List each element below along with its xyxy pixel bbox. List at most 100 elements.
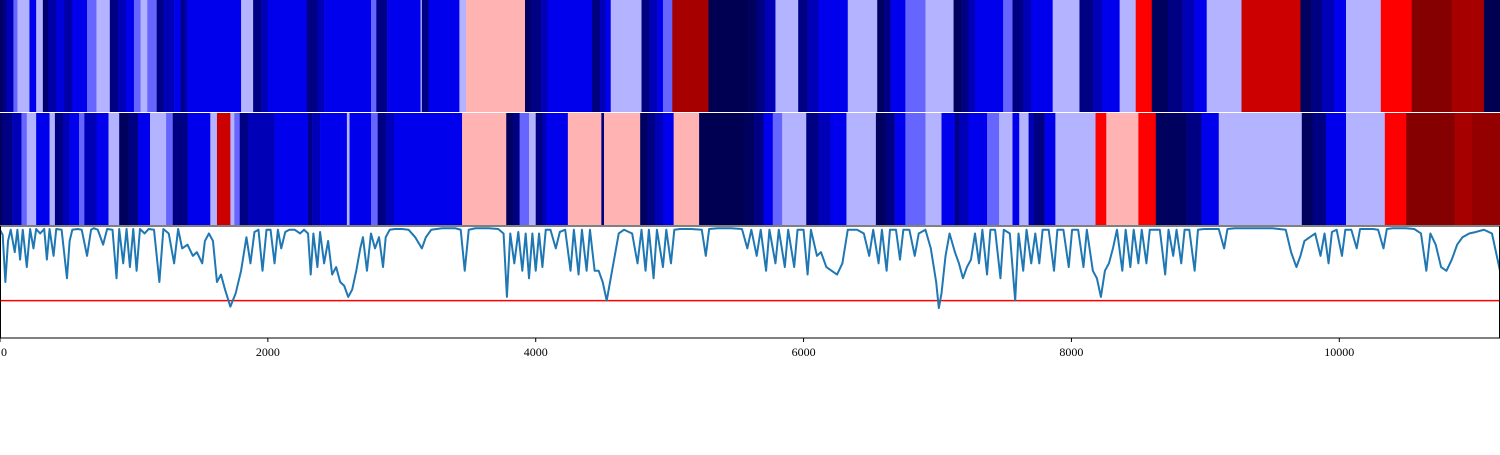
line-plot-background: [0, 226, 1500, 338]
heatmap-top-cell-82: [1151, 0, 1169, 112]
heatmap-bottom-cell-88: [1312, 113, 1327, 225]
heatmap-top-cell-90: [1321, 0, 1335, 112]
heatmap-top-cell-93: [1380, 0, 1412, 112]
heatmap-top-cell-36: [420, 0, 423, 112]
heatmap-bottom-cell-10: [79, 113, 85, 225]
heatmap-top-cell-2: [6, 0, 14, 112]
heatmap-top-cell-68: [953, 0, 962, 112]
heatmap-top-cell-21: [163, 0, 175, 112]
heatmap-bottom-cell-53: [699, 113, 744, 225]
heatmap-top-cell-6: [36, 0, 44, 112]
heatmap-top-cell-33: [370, 0, 377, 112]
heatmap-bottom-cell-5: [36, 113, 50, 225]
heatmap-top-cell-19: [147, 0, 157, 112]
heatmap-bottom-cell-72: [987, 113, 1000, 225]
heatmap-top-cell-0: [0, 0, 3, 112]
heatmap-top-cell-80: [1119, 0, 1137, 112]
heatmap-bottom-cell-15: [128, 113, 139, 225]
heatmap-top-cell-7: [42, 0, 49, 112]
heatmap-top-cell-63: [877, 0, 885, 112]
heatmap-bottom-cell-83: [1155, 113, 1187, 225]
heatmap-bottom-cell-45: [567, 113, 602, 225]
heatmap-top-cell-4: [17, 0, 30, 112]
heatmap-bottom-cell-68: [941, 113, 956, 225]
heatmap-bottom-cell-42: [535, 113, 543, 225]
x-tick-label-1: 2000: [256, 345, 280, 359]
heatmap-top-cell-43: [541, 0, 549, 112]
heatmap-bottom-cell-13: [108, 113, 120, 225]
heatmap-bottom-cell-11: [84, 113, 97, 225]
heatmap-bottom-cell-37: [462, 113, 507, 225]
heatmap-top-cell-26: [241, 0, 254, 112]
heatmap-bottom-cell-24: [234, 113, 241, 225]
heatmap-top-cell-39: [459, 0, 467, 112]
heatmap-bottom-cell-46: [601, 113, 605, 225]
heatmap-bottom-cell-86: [1218, 113, 1303, 225]
heatmap-top-cell-45: [591, 0, 601, 112]
heatmap-top-cell-87: [1241, 0, 1301, 112]
heatmap-top-cell-11: [72, 0, 88, 112]
heatmap-top-cell-48: [610, 0, 642, 112]
heatmap-top-cell-73: [1012, 0, 1024, 112]
heatmap-bottom-cell-82: [1138, 113, 1157, 225]
heatmap-top-cell-79: [1102, 0, 1120, 112]
heatmap-top-cell-70: [968, 0, 976, 112]
heatmap-bottom-cell-33: [370, 113, 378, 225]
heatmap-top-cell-16: [125, 0, 135, 112]
heatmap-top-cell-42: [530, 0, 542, 112]
heatmap-top-cell-77: [1079, 0, 1094, 112]
heatmap-top-cell-53: [672, 0, 709, 112]
heatmap-bottom-cell-7: [54, 113, 64, 225]
heatmap-top-cell-57: [764, 0, 776, 112]
heatmap-top-cell-94: [1411, 0, 1453, 112]
heatmap-top-cell-92: [1345, 0, 1382, 112]
heatmap-bottom-cell-62: [846, 113, 877, 225]
heatmap-bottom-cell-48: [640, 113, 648, 225]
heatmap-bottom-cell-71: [968, 113, 988, 225]
heatmap-top-cell-23: [180, 0, 186, 112]
heatmap-top-cell-54: [708, 0, 749, 112]
x-tick-label-3: 6000: [792, 345, 816, 359]
heatmap-bottom-cell-40: [519, 113, 530, 225]
heatmap-top-cell-32: [324, 0, 372, 112]
heatmap-top-cell-72: [1003, 0, 1013, 112]
heatmap-top-cell-66: [905, 0, 926, 112]
heatmap-bottom-cell-57: [772, 113, 783, 225]
heatmap-top-cell-65: [890, 0, 906, 112]
heatmap-top-cell-8: [48, 0, 57, 112]
heatmap-bottom-cell-70: [958, 113, 969, 225]
heatmap-bottom-cell-36: [393, 113, 463, 225]
heatmap-top-cell-83: [1167, 0, 1183, 112]
heatmap-top-cell-52: [662, 0, 673, 112]
heatmap-top-cell-86: [1206, 0, 1242, 112]
heatmap-top-cell-62: [847, 0, 878, 112]
heatmap-top-cell-1: [2, 0, 7, 112]
heatmap-bottom-cell-59: [806, 113, 819, 225]
heatmap-bottom-cell-52: [673, 113, 700, 225]
heatmap-bottom-cell-84: [1186, 113, 1202, 225]
heatmap-bottom-cell-58: [782, 113, 807, 225]
heatmap-bottom-cell-0: [0, 113, 3, 225]
x-tick-label-0: 0: [1, 345, 7, 359]
heatmap-top-cell-84: [1182, 0, 1195, 112]
heatmap-top-cell-30: [306, 0, 318, 112]
heatmap-bottom-cell-54: [743, 113, 755, 225]
heatmap-bottom-cell-1: [2, 113, 13, 225]
heatmap-bottom-cell-61: [830, 113, 847, 225]
heatmap-top-cell-56: [756, 0, 766, 112]
heatmap-top-cell-50: [649, 0, 658, 112]
heatmap-bottom-cell-21: [210, 113, 218, 225]
heatmap-bottom-cell-67: [925, 113, 942, 225]
heatmap-bottom-cell-76: [1028, 113, 1035, 225]
heatmap-top-cell-10: [64, 0, 73, 112]
heatmap-top-cell-12: [87, 0, 97, 112]
heatmap-top-cell-24: [184, 0, 188, 112]
x-tick-label-2: 4000: [524, 345, 548, 359]
heatmap-top-cell-64: [883, 0, 891, 112]
heatmap-bottom-cell-77: [1033, 113, 1045, 225]
heatmap-bottom-cell-94: [1471, 113, 1500, 225]
heatmap-bottom-cell-93: [1454, 113, 1473, 225]
heatmap-top-cell-49: [641, 0, 650, 112]
heatmap-bottom-cell-73: [999, 113, 1013, 225]
